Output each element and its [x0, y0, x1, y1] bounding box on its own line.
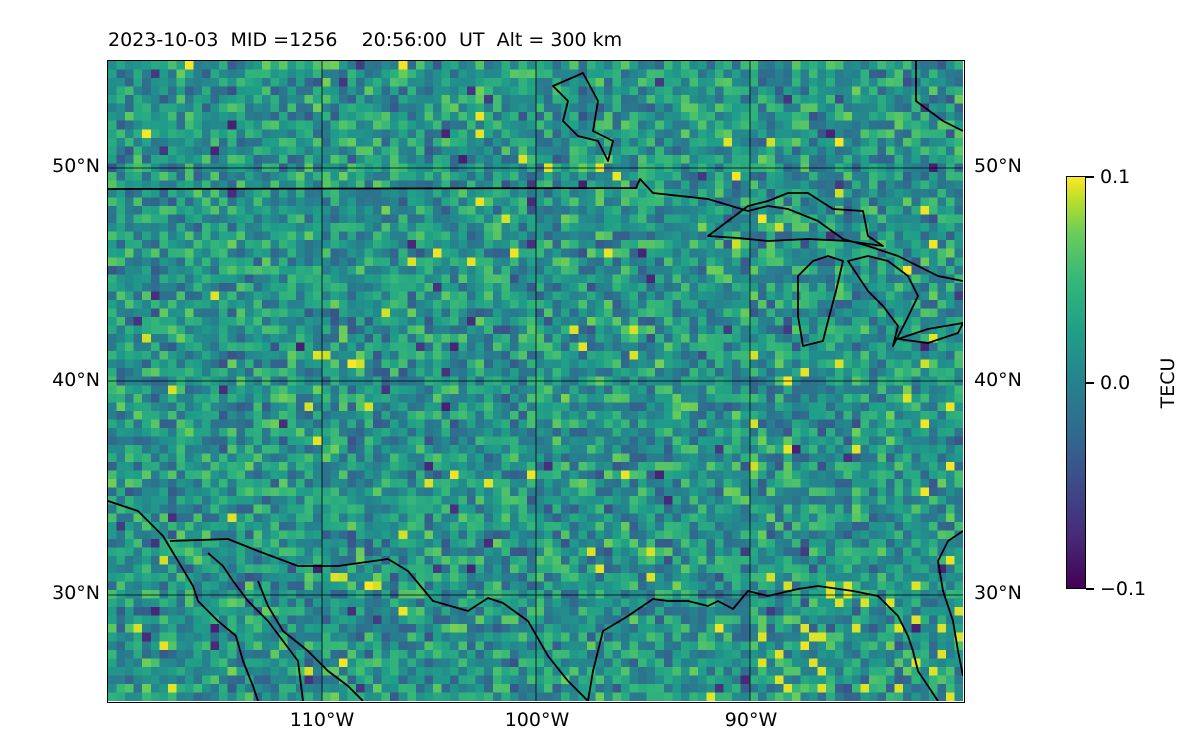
colorbar-unit: TECU [1157, 357, 1179, 409]
colorbar-tick-min [1086, 588, 1094, 590]
florida-coast [937, 530, 963, 677]
tec-map [107, 60, 965, 703]
map-overlay [108, 61, 963, 701]
boundaries [108, 61, 963, 701]
lat-label-30n: 30°N [52, 582, 100, 604]
colorbar-tick-max [1086, 176, 1094, 178]
lake-huron [847, 255, 919, 347]
colorbar [1066, 176, 1086, 589]
lat-label-right-40n: 40°N [974, 369, 1022, 391]
lon-label-90w: 90°W [724, 709, 778, 731]
lat-label-right-30n: 30°N [974, 582, 1022, 604]
map-title: 2023-10-03 MID =1256 20:56:00 UT Alt = 3… [108, 29, 623, 51]
colorbar-label-mid: 0.0 [1100, 372, 1131, 394]
us-mexico-border [169, 538, 589, 701]
lake-erie [897, 322, 963, 344]
lon-label-100w: 100°W [504, 709, 570, 731]
colorbar-label-max: 0.1 [1100, 166, 1131, 188]
lake-superior [707, 192, 884, 247]
lon-label-110w: 110°W [289, 709, 355, 731]
hudson-bay-coast [552, 72, 614, 162]
northeast-coast [915, 61, 963, 132]
us-canada-border [108, 178, 963, 282]
colorbar-tick-mid [1086, 382, 1094, 384]
gulf-coast [587, 585, 939, 701]
lat-label-right-50n: 50°N [974, 155, 1022, 177]
colorbar-label-min: −0.1 [1100, 578, 1147, 600]
lat-label-50n: 50°N [52, 155, 100, 177]
graticule [108, 61, 963, 701]
baja-coast [108, 500, 259, 701]
baja-peninsula [207, 552, 304, 701]
lake-michigan [797, 255, 844, 347]
mexico-mainland-coast [257, 580, 364, 701]
lat-label-40n: 40°N [52, 369, 100, 391]
